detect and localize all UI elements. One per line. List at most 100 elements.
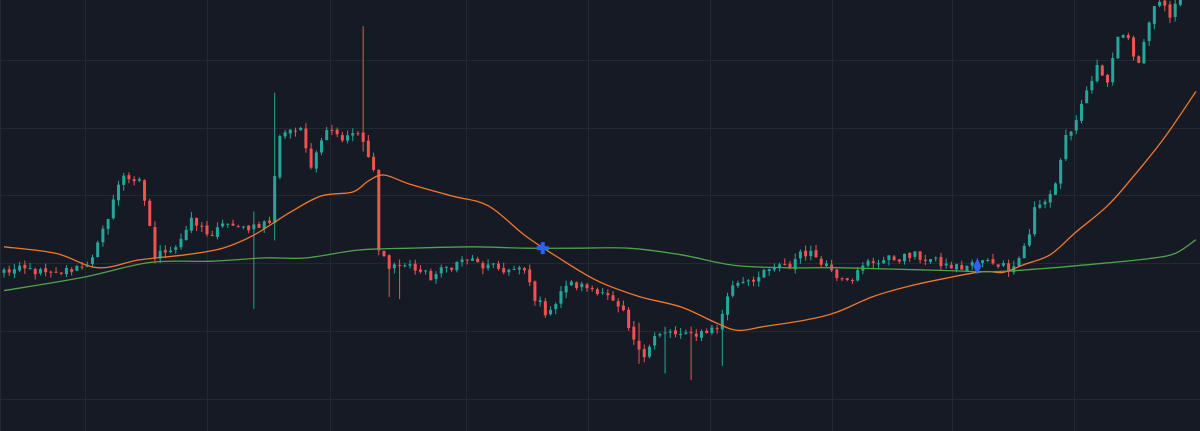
candle — [96, 240, 100, 258]
candle-body — [689, 332, 693, 334]
candle-body — [273, 176, 277, 223]
candle — [554, 302, 558, 315]
candle — [986, 258, 990, 262]
candle — [668, 328, 672, 338]
candle-body — [111, 199, 115, 219]
candle — [642, 344, 646, 363]
candle-body — [33, 269, 37, 275]
candle — [705, 328, 709, 334]
candle — [502, 262, 506, 275]
candle — [340, 131, 344, 143]
candle-body — [559, 291, 563, 304]
candle — [595, 287, 599, 296]
candle — [559, 286, 563, 309]
candle — [257, 221, 261, 229]
candle-body — [1048, 194, 1052, 203]
candle — [470, 254, 474, 261]
candle — [398, 259, 402, 300]
candle-body — [200, 225, 204, 227]
candle-body — [1116, 36, 1120, 59]
candle-body — [580, 283, 584, 288]
candle-body — [210, 235, 214, 237]
candle — [1158, 0, 1162, 8]
candle — [512, 265, 516, 270]
candle — [585, 282, 589, 292]
candle — [496, 261, 500, 271]
candle — [283, 129, 287, 139]
candle — [403, 262, 407, 268]
candle — [627, 307, 631, 331]
candle-body — [746, 280, 750, 282]
candle-body — [908, 253, 912, 258]
candle-body — [918, 251, 922, 260]
candle-body — [507, 269, 511, 273]
candle-body — [757, 277, 761, 282]
candle-body — [606, 293, 610, 296]
candle — [148, 198, 152, 227]
candle — [439, 264, 443, 278]
candle — [507, 268, 511, 276]
candle-body — [793, 259, 797, 270]
candle — [351, 128, 355, 142]
candle-body — [955, 264, 959, 270]
candle — [1043, 199, 1047, 209]
candle — [267, 216, 271, 225]
candle-body — [486, 264, 490, 269]
candle — [1152, 5, 1156, 30]
candle-body — [543, 301, 547, 316]
candle — [1142, 38, 1146, 64]
candle-body — [1007, 263, 1011, 273]
candle — [1121, 34, 1125, 39]
candle-body — [1017, 258, 1021, 267]
candle-body — [403, 265, 407, 267]
candle — [637, 322, 641, 364]
candle-body — [215, 227, 219, 237]
candle-body — [1027, 234, 1031, 246]
candle-body — [1085, 90, 1089, 104]
candle-body — [621, 305, 625, 311]
candle-body — [64, 267, 68, 275]
candle — [819, 255, 823, 268]
candle-body — [705, 330, 709, 334]
candle-body — [465, 259, 469, 261]
candle-body — [1001, 263, 1005, 266]
candle-body — [882, 260, 886, 264]
candle-body — [283, 132, 287, 137]
candle — [195, 217, 199, 232]
candle — [137, 177, 141, 183]
candle — [70, 267, 74, 276]
candle — [606, 289, 610, 301]
candle-body — [1137, 56, 1141, 63]
candle — [1163, 0, 1167, 12]
candle-body — [934, 257, 938, 259]
candle-body — [346, 135, 350, 141]
candle — [179, 233, 183, 250]
candle-body — [299, 127, 303, 131]
candle-body — [627, 309, 631, 328]
candle-body — [1043, 201, 1047, 205]
candle-body — [575, 282, 579, 289]
candle — [455, 261, 459, 273]
candle — [1132, 35, 1136, 61]
candle — [871, 257, 875, 269]
candle — [1178, 0, 1182, 7]
candle-body — [1090, 80, 1094, 91]
cross-marker-plus — [536, 242, 549, 255]
candle-body — [117, 184, 121, 201]
candle-body — [1111, 58, 1115, 83]
candle-body — [960, 264, 964, 270]
candle-body — [325, 130, 329, 141]
candle-body — [632, 326, 636, 340]
candle — [679, 328, 683, 339]
candle-body — [278, 136, 282, 178]
candle-body — [1173, 3, 1177, 17]
candle — [564, 280, 568, 299]
candle — [491, 263, 495, 269]
candle-body — [1142, 41, 1146, 64]
candle — [700, 329, 704, 342]
candle-body — [434, 274, 438, 280]
candle — [356, 130, 360, 136]
